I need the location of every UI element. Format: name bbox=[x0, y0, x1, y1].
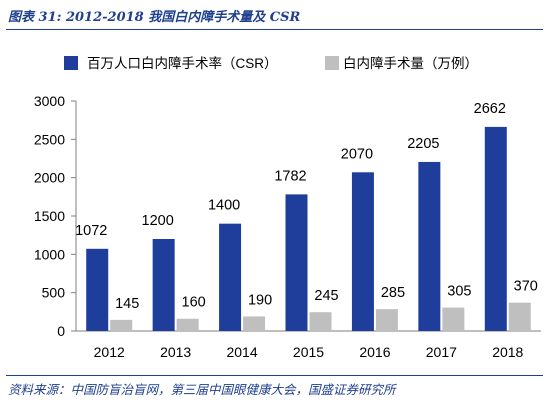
csr-bar bbox=[484, 126, 507, 331]
title-divider bbox=[6, 29, 543, 30]
csr-value-label: 2205 bbox=[407, 136, 439, 152]
x-tick-label: 2014 bbox=[226, 344, 257, 360]
chart-legend: 百万人口白内障手术率（CSR） 白内障手术量（万例） bbox=[64, 55, 478, 71]
csr-bar bbox=[219, 223, 242, 331]
csr-value-label: 1200 bbox=[142, 213, 174, 229]
y-tick-label: 2000 bbox=[34, 170, 65, 186]
x-tick-label: 2012 bbox=[94, 344, 125, 360]
csr-bar bbox=[418, 161, 441, 331]
csr-bar bbox=[351, 172, 374, 331]
volume-bar bbox=[508, 302, 531, 331]
legend-label-1: 百万人口白内障手术率（CSR） bbox=[87, 55, 278, 71]
csr-value-label: 1400 bbox=[208, 198, 240, 214]
volume-value-label: 145 bbox=[115, 296, 139, 312]
y-tick-label: 1000 bbox=[34, 246, 65, 262]
volume-bar bbox=[375, 309, 398, 331]
volume-bar bbox=[442, 307, 465, 331]
csr-value-label: 2070 bbox=[341, 146, 373, 162]
csr-bar bbox=[86, 248, 109, 331]
volume-bar bbox=[309, 312, 332, 331]
legend-swatch-2 bbox=[325, 56, 339, 70]
volume-value-label: 305 bbox=[447, 284, 471, 300]
source-note: 资料来源：中国防盲治盲网，第三届中国眼健康大会，国盛证券研究所 bbox=[8, 382, 396, 397]
csr-value-label: 1782 bbox=[274, 168, 306, 184]
x-tick-label: 2017 bbox=[426, 344, 457, 360]
volume-value-label: 370 bbox=[514, 279, 538, 295]
y-tick-label: 1500 bbox=[34, 208, 65, 224]
csr-bar bbox=[152, 239, 175, 331]
bars-group bbox=[86, 126, 531, 331]
y-tick-label: 3000 bbox=[34, 93, 65, 109]
volume-value-label: 245 bbox=[314, 288, 338, 304]
data-labels: 1072 145 1200 160 1400 190 1782 245 2070 285 2205 3… bbox=[75, 101, 538, 312]
x-tick-label: 2018 bbox=[492, 344, 523, 360]
volume-value-label: 160 bbox=[182, 295, 206, 311]
x-tick-label: 2016 bbox=[359, 344, 390, 360]
y-tick-label: 500 bbox=[42, 285, 66, 301]
y-axis: 0 500 1000 1500 2000 2500 3000 bbox=[34, 93, 77, 339]
x-tick-label: 2013 bbox=[160, 344, 191, 360]
figure-title: 图表 31: 2012-2018 我国白内障手术量及 CSR bbox=[8, 10, 301, 25]
volume-bar bbox=[110, 319, 133, 331]
y-tick-label: 0 bbox=[57, 323, 65, 339]
csr-value-label: 1072 bbox=[75, 223, 107, 239]
x-tick-label: 2015 bbox=[293, 344, 324, 360]
legend-label-2: 白内障手术量（万例） bbox=[343, 56, 478, 71]
volume-bar bbox=[176, 318, 199, 331]
volume-bar bbox=[243, 316, 266, 331]
volume-value-label: 285 bbox=[381, 285, 405, 301]
csr-bar bbox=[285, 194, 308, 331]
legend-swatch-1 bbox=[64, 56, 78, 70]
source-divider bbox=[6, 375, 543, 376]
x-axis: 2012 2013 2014 2015 2016 2017 2018 bbox=[76, 330, 541, 360]
y-tick-label: 2500 bbox=[34, 131, 65, 147]
csr-value-label: 2662 bbox=[474, 101, 506, 117]
volume-value-label: 190 bbox=[248, 292, 272, 308]
